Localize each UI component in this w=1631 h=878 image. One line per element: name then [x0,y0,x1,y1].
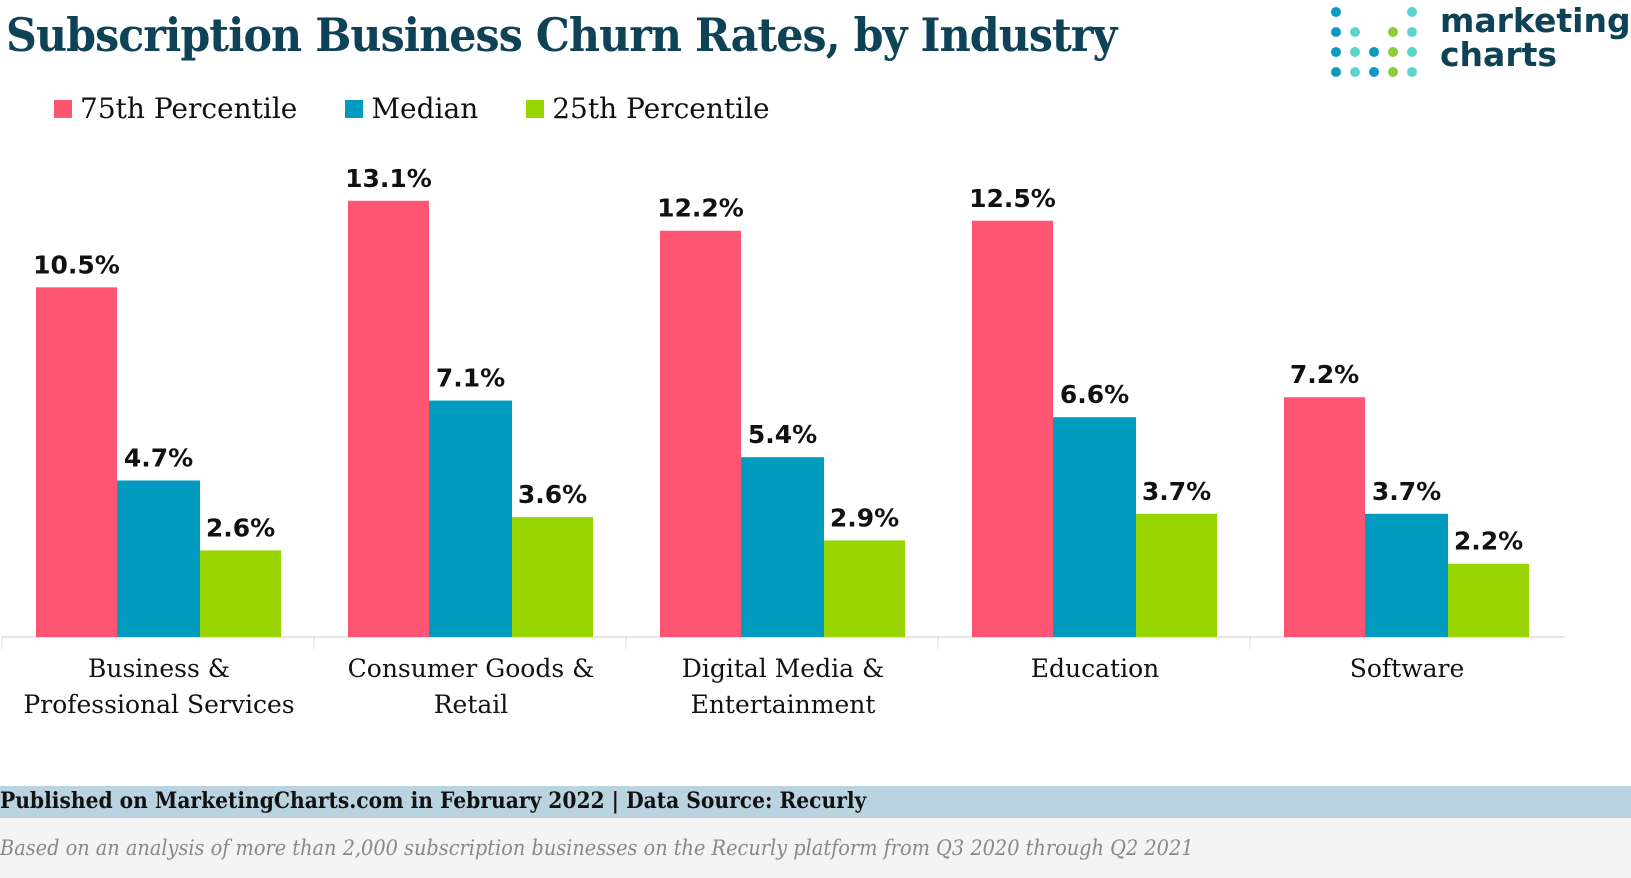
published-text: Published on MarketingCharts.com in Febr… [0,788,867,814]
category-label: Digital Media & [682,654,884,683]
data-label: 3.7% [1142,477,1211,506]
logo-dots-icon [1331,7,1417,77]
bar-chart: 10.5% 4.7% 2.6% Business & Professional Serv… [1,164,1565,719]
bar [972,220,1053,637]
bar [117,480,200,637]
logo-line-2: charts [1440,35,1558,74]
legend-item-75th: 75th Percentile [54,92,297,125]
marketingcharts-logo: marketing charts [1330,4,1631,82]
legend-label-median: Median [371,92,479,125]
category-label: Software [1350,654,1465,683]
legend-label-75th: 75th Percentile [80,92,298,125]
bar [36,287,117,637]
bar [1284,397,1365,637]
data-label: 6.6% [1060,380,1129,409]
legend-swatch-median [345,99,364,118]
bar [1053,417,1136,637]
footer-note: Based on an analysis of more than 2,000 … [0,818,1631,878]
data-label: 12.2% [657,194,744,223]
legend-swatch-75th [54,99,72,118]
data-label: 4.7% [124,443,193,472]
bar [1365,513,1448,637]
category-label: Professional Services [23,690,294,719]
category-label: Education [1031,654,1159,683]
bar [660,230,741,637]
legend-item-median: Median [345,92,478,125]
category-label: Entertainment [691,690,876,719]
legend-swatch-25th [526,99,545,118]
data-label: 2.2% [1454,527,1523,556]
bar [348,200,429,637]
data-label: 10.5% [33,250,120,279]
data-label: 2.9% [830,503,899,532]
chart-title: Subscription Business Churn Rates, by In… [6,8,1117,62]
data-label: 2.6% [206,513,275,542]
methodology-note: Based on an analysis of more than 2,000 … [0,836,1194,860]
category-label: Business & [88,654,230,683]
footer-published: Published on MarketingCharts.com in Febr… [0,786,1631,818]
bar [824,540,905,637]
data-label: 3.7% [1372,477,1441,506]
data-label: 3.6% [518,480,587,509]
legend-label-25th: 25th Percentile [552,92,770,125]
bar [429,400,512,637]
legend: 75th Percentile Median 25th Percentile [54,92,818,125]
logo-text: marketing charts [1440,4,1631,72]
category-label: Retail [434,690,509,719]
data-label: 7.1% [436,364,505,393]
data-label: 12.5% [969,184,1056,213]
bar [1448,563,1529,637]
bar [200,550,281,637]
category-label: Consumer Goods & [348,654,595,683]
bar [512,517,593,637]
data-label: 7.2% [1290,360,1359,389]
data-label: 13.1% [345,164,432,193]
bar [741,457,824,637]
bar [1136,513,1217,637]
logo-line-1: marketing [1440,1,1631,40]
data-label: 5.4% [748,420,817,449]
legend-item-25th: 25th Percentile [526,92,770,125]
